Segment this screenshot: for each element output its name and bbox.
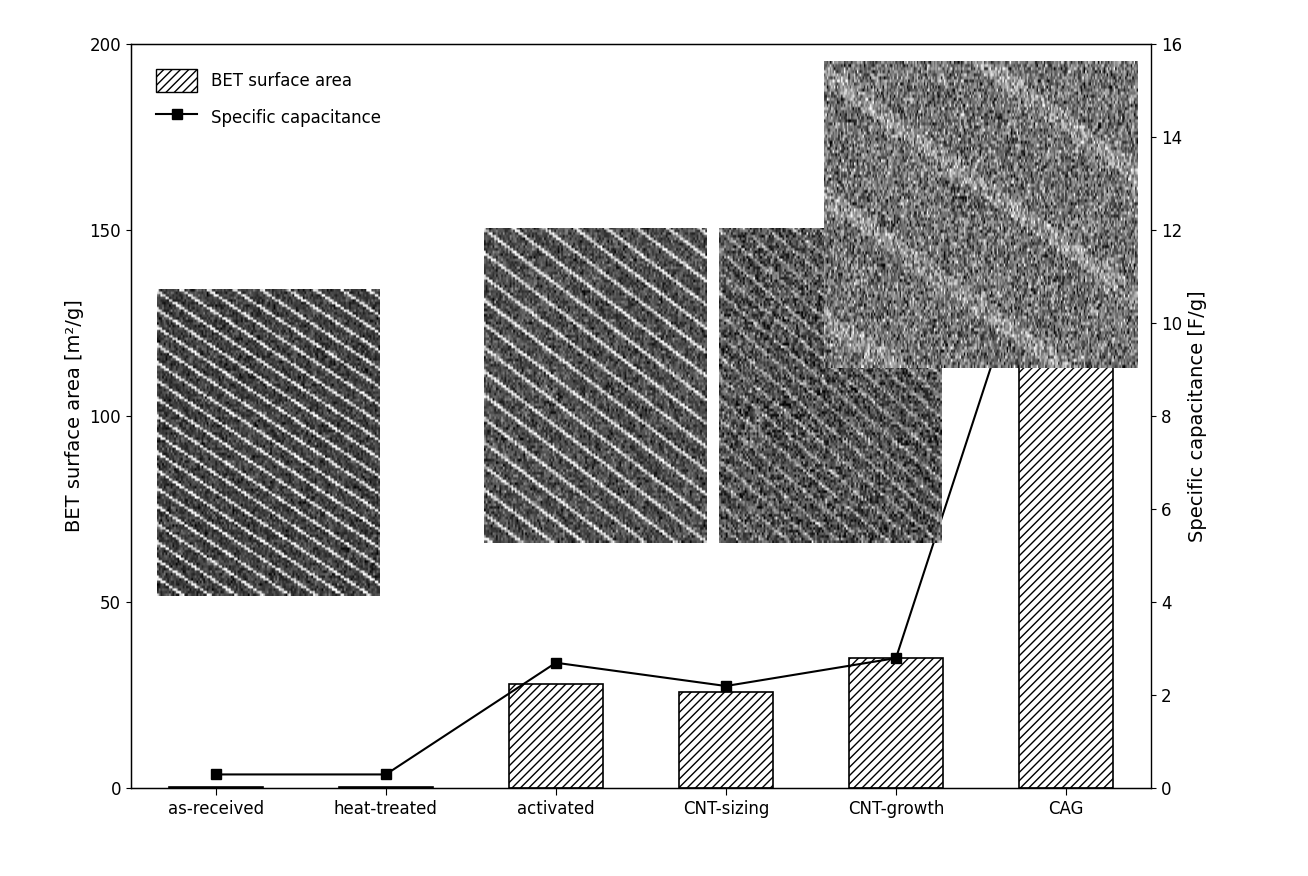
Y-axis label: BET surface area [m²/g]: BET surface area [m²/g]	[65, 300, 84, 533]
Bar	[339, 787, 433, 788]
Bar	[509, 684, 603, 788]
Bar	[679, 692, 773, 788]
Bar	[1019, 181, 1113, 788]
Y-axis label: Specific capacitance [F/g]: Specific capacitance [F/g]	[1188, 290, 1206, 542]
Bar	[169, 787, 263, 788]
Bar	[849, 658, 943, 788]
Legend: BET surface area, Specific capacitance: BET surface area, Specific capacitance	[139, 53, 398, 146]
